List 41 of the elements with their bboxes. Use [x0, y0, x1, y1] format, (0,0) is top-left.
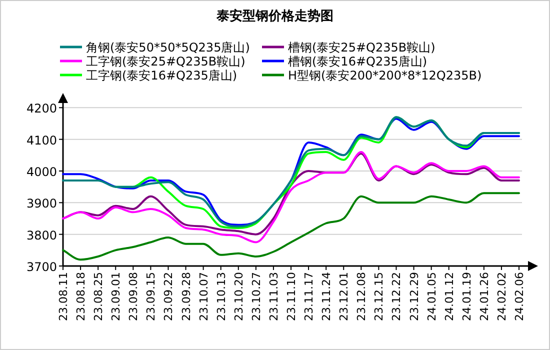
xtick: 23.11.17: [302, 272, 316, 321]
legend-item: 工字钢(泰安16#Q235唐山): [60, 68, 238, 82]
xtick: 23.09.08: [127, 272, 140, 321]
ytick: 4200: [26, 102, 57, 116]
xtick: 24.02.02: [495, 272, 508, 321]
ytick: 3900: [26, 196, 57, 211]
xtick: 23.10.20: [232, 272, 246, 321]
legend-item: 角钢(泰安50*50*5Q235唐山): [60, 40, 250, 54]
xtick: 23.12.29: [408, 272, 421, 321]
xtick: 23.09.01: [110, 272, 123, 321]
xtick: 24.01.26: [478, 272, 491, 321]
xtick: 23.12.08: [355, 272, 368, 321]
ytick: 3800: [26, 228, 57, 242]
xtick: 23.11.24: [320, 272, 334, 321]
xtick: 23.09.28: [180, 272, 193, 321]
xtick: 24.01.12: [442, 272, 456, 321]
xtick: 23.12.22: [390, 272, 404, 321]
legend-item: 工字钢(泰安25#Q235B鞍山): [60, 54, 246, 68]
xtick: 23.10.27: [250, 272, 263, 321]
xtick: 23.09.15: [144, 272, 158, 321]
xtick: 24.02.06: [513, 272, 526, 321]
xtick: 23.08.25: [92, 272, 106, 321]
xtick: 23.11.03: [267, 272, 280, 321]
xtick: 23.08.18: [74, 272, 88, 321]
xtick: 23.10.13: [214, 272, 228, 321]
legend-item: 槽钢(泰安16#Q235唐山): [262, 54, 428, 68]
xtick: 24.01.19: [460, 272, 474, 321]
xtick: 24.01.05: [425, 272, 438, 321]
xtick: 23.11.10: [285, 272, 298, 321]
xtick: 23.12.15: [372, 272, 386, 321]
xtick: 23.08.11: [57, 272, 70, 321]
ytick: 4100: [26, 133, 57, 148]
legend-item: 槽钢(泰安25#Q235B鞍山): [262, 40, 436, 54]
legend-label: 槽钢(泰安16#Q235唐山): [288, 54, 428, 68]
title: 泰安型钢价格走势图: [216, 9, 334, 24]
legend-item: H型钢(泰安200*200*8*12Q235B): [262, 68, 482, 82]
xtick: 23.12.01: [338, 272, 351, 321]
xtick: 23.09.22: [162, 272, 176, 321]
xtick: 23.10.07: [197, 272, 210, 321]
ytick: 4000: [26, 165, 57, 179]
ytick: 3700: [26, 260, 57, 274]
